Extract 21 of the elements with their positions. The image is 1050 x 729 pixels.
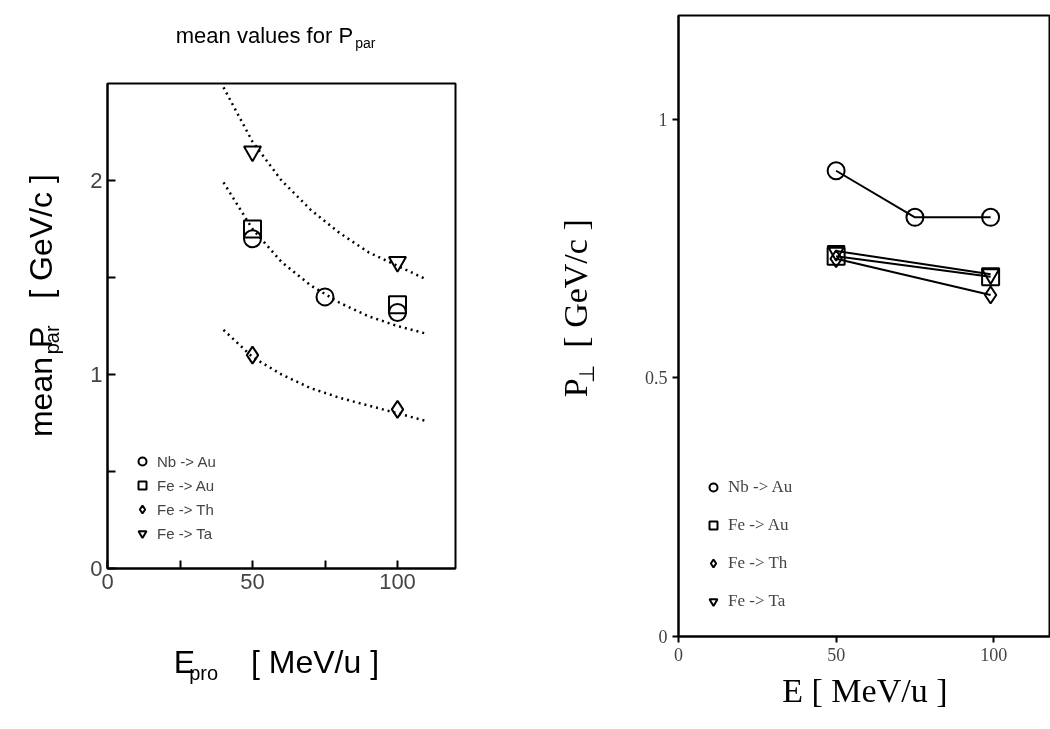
legend-label: Fe -> Au — [157, 476, 215, 494]
x-tick-label: 100 — [379, 568, 416, 594]
y-tick-label: 0.5 — [645, 368, 668, 389]
y-axis-title: P⊥ [ GeV/c ] — [557, 219, 600, 398]
legend-label: Fe -> Th — [728, 553, 788, 573]
y-tick-label: 1 — [90, 362, 103, 387]
legend-label: Nb -> Au — [728, 477, 793, 497]
legend-label: Fe -> Ta — [157, 524, 213, 542]
legend-label: Nb -> Au — [157, 452, 216, 470]
legend-label: Fe -> Au — [728, 515, 789, 535]
x-tick-label: 50 — [827, 644, 846, 665]
text: mean Ppar [ GeV/c ] — [22, 174, 63, 438]
x-tick-label: 100 — [980, 644, 1008, 665]
y-tick-label: 2 — [90, 168, 103, 193]
x-tick-label: 0 — [674, 644, 683, 665]
x-tick-label: 50 — [240, 568, 265, 594]
legend-label: Fe -> Ta — [728, 591, 786, 611]
legend-label: Fe -> Th — [157, 500, 214, 518]
x-axis-title: E [ MeV/u ] — [782, 672, 948, 709]
y-tick-label: 1 — [658, 109, 668, 130]
y-tick-label: 0 — [658, 627, 668, 647]
